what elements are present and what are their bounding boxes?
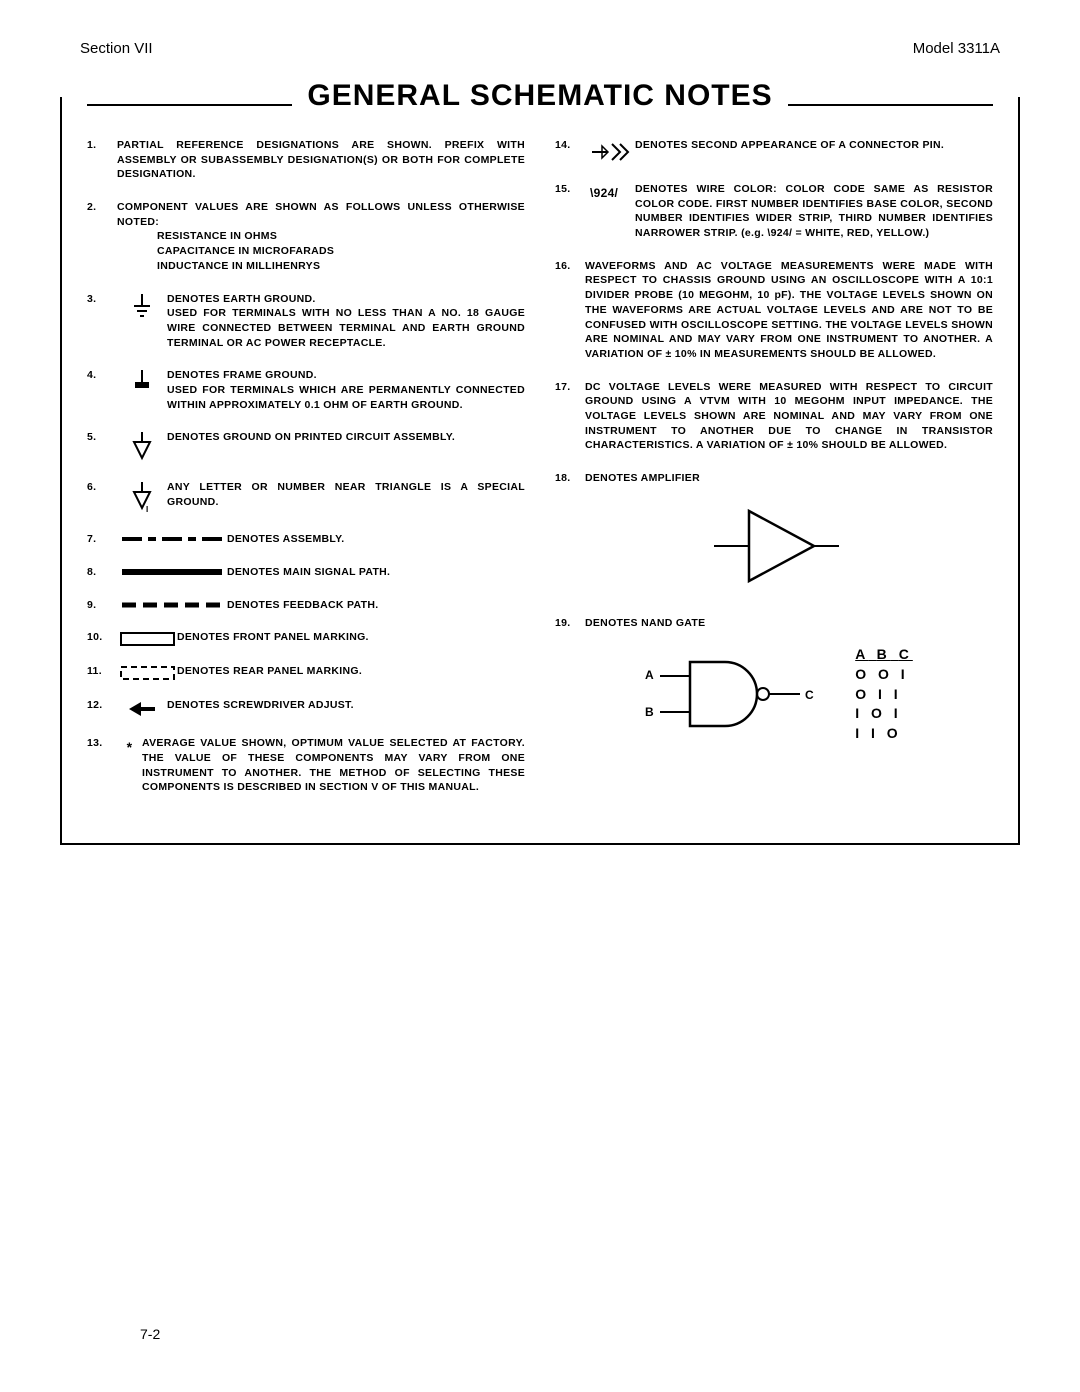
note-4: 4. DENOTES FRAME GROUND. USED FOR TERMIN… [87, 368, 525, 412]
connector-pin-icon [585, 138, 635, 164]
main-content-box: GENERAL SCHEMATIC NOTES 1. PARTIAL REFER… [60, 97, 1020, 845]
page-title: GENERAL SCHEMATIC NOTES [292, 79, 787, 113]
note-18: 18. DENOTES AMPLIFIER [555, 471, 993, 591]
model-label: Model 3311A [913, 40, 1000, 57]
svg-text:A: A [645, 668, 654, 682]
note-2: 2. COMPONENT VALUES ARE SHOWN AS FOLLOWS… [87, 200, 525, 273]
note-15: 15. \924/ DENOTES WIRE COLOR: COLOR CODE… [555, 182, 993, 241]
note-13: 13. * AVERAGE VALUE SHOWN, OPTIMUM VALUE… [87, 736, 525, 795]
note-14: 14. DENOTES SECOND APPEARANCE OF A CONNE… [555, 138, 993, 164]
main-signal-icon [117, 565, 227, 580]
amplifier-diagram [704, 501, 844, 591]
note-11: 11. DENOTES REAR PANEL MARKING. [87, 664, 525, 680]
front-panel-icon [117, 630, 177, 646]
note-9: 9. DENOTES FEEDBACK PATH. [87, 598, 525, 613]
frame-ground-icon [117, 368, 167, 412]
note-17: 17. DC VOLTAGE LEVELS WERE MEASURED WITH… [555, 380, 993, 453]
nand-gate-diagram: A B C [635, 654, 815, 734]
note-12: 12. DENOTES SCREWDRIVER ADJUST. [87, 698, 525, 718]
earth-ground-icon [117, 292, 167, 351]
title-row: GENERAL SCHEMATIC NOTES [87, 97, 993, 113]
pcb-ground-icon [117, 430, 167, 462]
assembly-line-icon [117, 532, 227, 547]
svg-text:C: C [805, 688, 814, 702]
note-3: 3. DENOTES EARTH GROUND. USED FOR TERMIN… [87, 292, 525, 351]
nand-truth-table: A B C O O I O I I [855, 645, 913, 743]
note-8: 8. DENOTES MAIN SIGNAL PATH. [87, 565, 525, 580]
right-column: 14. DENOTES SECOND APPEARANCE OF A CONNE… [555, 138, 993, 813]
note-5: 5. DENOTES GROUND ON PRINTED CIRCUIT ASS… [87, 430, 525, 462]
special-ground-icon: I [117, 480, 167, 514]
rear-panel-icon [117, 664, 177, 680]
columns: 1. PARTIAL REFERENCE DESIGNATIONS ARE SH… [87, 138, 993, 813]
left-column: 1. PARTIAL REFERENCE DESIGNATIONS ARE SH… [87, 138, 525, 813]
svg-text:\924/: \924/ [590, 186, 619, 200]
svg-text:B: B [645, 705, 654, 719]
note-1: 1. PARTIAL REFERENCE DESIGNATIONS ARE SH… [87, 138, 525, 182]
svg-text:I: I [146, 505, 149, 514]
section-label: Section VII [80, 40, 153, 57]
note-6: 6. I ANY LETTER OR NUMBER NEAR TRIANGLE … [87, 480, 525, 514]
asterisk-icon: * [117, 736, 142, 795]
note-7: 7. DENOTES ASSEMBLY. [87, 532, 525, 547]
page-number: 7-2 [140, 1326, 160, 1342]
wire-color-icon: \924/ [585, 182, 635, 241]
note-19: 19. DENOTES NAND GATE A B C [555, 616, 993, 744]
feedback-line-icon [117, 598, 227, 613]
header: Section VII Model 3311A [60, 40, 1020, 57]
screwdriver-icon [117, 698, 167, 718]
note-16: 16. WAVEFORMS AND AC VOLTAGE MEASUREMENT… [555, 259, 993, 362]
note-10: 10. DENOTES FRONT PANEL MARKING. [87, 630, 525, 646]
